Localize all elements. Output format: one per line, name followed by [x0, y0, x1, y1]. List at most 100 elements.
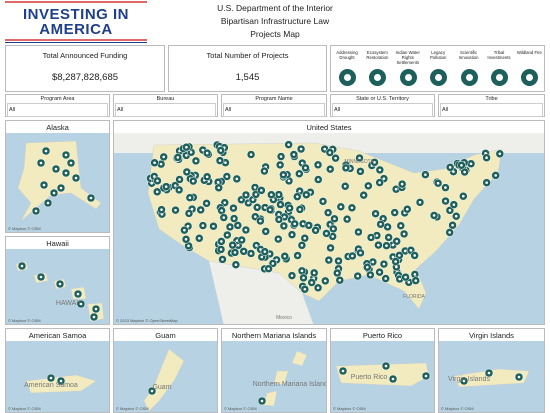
marker-icon: [461, 194, 465, 198]
marker-icon: [79, 302, 83, 306]
marker-icon: [283, 215, 286, 219]
map[interactable]: Virgin Islands © Mapbox © OSM: [439, 341, 544, 412]
filter-dropdown[interactable]: All: [440, 103, 543, 117]
filter-dropdown[interactable]: All: [115, 103, 216, 117]
marker-icon: [448, 231, 451, 234]
category-label[interactable]: Tribal Investments: [487, 50, 511, 60]
marker-icon: [260, 189, 263, 192]
marker-icon: [159, 162, 163, 166]
category-icon[interactable]: [339, 69, 356, 86]
category-icon[interactable]: [491, 69, 508, 86]
map[interactable]: Puerto Rico © Mapbox © OSM: [331, 341, 434, 412]
map[interactable]: HAWAII © Mapbox © OSM: [6, 249, 109, 324]
marker-icon: [375, 234, 379, 237]
marker-icon: [244, 228, 248, 232]
marker-icon: [378, 181, 381, 184]
marker-icon: [398, 254, 401, 257]
marker-icon: [52, 191, 56, 195]
map-attribution: © Mapbox © OSM: [333, 406, 366, 411]
marker-icon: [358, 156, 361, 160]
map[interactable]: Guam © Mapbox © OSM: [114, 341, 217, 412]
map[interactable]: MINNESOTA FLORIDA Mexico © 2023 Mapbox © Op…: [114, 133, 544, 324]
marker-icon: [267, 267, 270, 270]
marker-icon: [221, 258, 224, 261]
marker-icon: [240, 198, 243, 202]
marker-icon: [216, 180, 220, 184]
marker-icon: [402, 232, 406, 236]
map-attribution: © Mapbox © OSM: [8, 318, 41, 323]
marker-icon: [184, 237, 188, 241]
marker-icon: [395, 240, 399, 243]
marker-icon: [58, 282, 62, 286]
category-icon[interactable]: [399, 69, 417, 86]
filter: State or U.S. Territory All: [330, 94, 435, 117]
marker-icon: [299, 147, 303, 151]
filter-dropdown[interactable]: All: [223, 103, 325, 117]
marker-icon: [312, 271, 316, 275]
marker-icon: [220, 209, 223, 212]
marker-icon: [404, 275, 407, 279]
category-icon[interactable]: [369, 69, 387, 86]
category-label[interactable]: Indian Water Rights Settlements: [395, 50, 420, 65]
marker-icon: [391, 243, 395, 247]
marker-icon: [325, 232, 328, 235]
marker-icon: [276, 237, 280, 241]
marker-icon: [39, 275, 43, 279]
marker-icon: [398, 277, 401, 281]
filter-label: Program Area: [40, 96, 75, 102]
marker-icon: [236, 224, 240, 227]
marker-icon: [391, 377, 395, 381]
category-icon[interactable]: [430, 69, 448, 86]
map[interactable]: Northern Mariana Islands © Mapbox © OSM: [222, 341, 326, 412]
marker-icon: [326, 211, 330, 214]
marker-icon: [185, 170, 189, 174]
marker-icon: [335, 271, 339, 275]
page-title: Bipartisan Infrastructure Law: [220, 16, 330, 26]
marker-icon: [494, 174, 498, 177]
marker-icon: [259, 219, 262, 223]
marker-icon: [271, 262, 275, 265]
marker-icon: [173, 184, 177, 187]
category-label[interactable]: Ecosystem Restoration: [366, 50, 389, 60]
marker-icon: [177, 188, 181, 192]
marker-icon: [263, 206, 267, 209]
filter-dropdown[interactable]: All: [332, 103, 433, 117]
marker-icon: [235, 177, 239, 181]
marker-icon: [233, 251, 237, 254]
map[interactable]: American Samoa © Mapbox © OSM: [6, 341, 109, 412]
marker-icon: [224, 161, 227, 164]
marker-icon: [231, 243, 234, 247]
map-attribution: © Mapbox © OSM: [224, 406, 257, 411]
category-label[interactable]: Addressing Drought: [336, 50, 358, 60]
marker-icon: [454, 214, 458, 218]
marker-icon: [338, 278, 342, 282]
marker-icon: [418, 201, 422, 204]
marker-icon: [345, 217, 349, 221]
map[interactable]: © Mapbox © OSM: [6, 133, 109, 232]
category-label[interactable]: Legacy Pollution: [429, 50, 447, 60]
marker-icon: [377, 243, 380, 247]
category-label[interactable]: Wildland Fire: [516, 50, 542, 55]
kpi-value: 1,545: [235, 72, 260, 83]
map-panel: Puerto Rico Puerto Rico © Mapbox © OSM: [330, 328, 435, 413]
marker-icon: [462, 379, 466, 383]
marker-icon: [255, 206, 259, 209]
land: [291, 350, 308, 367]
marker-icon: [283, 254, 287, 258]
category-label[interactable]: Scientific Innovation: [458, 50, 479, 60]
category-icon[interactable]: [460, 69, 478, 86]
map-attribution: © Mapbox © OSM: [8, 406, 41, 411]
markers: [46, 373, 66, 386]
marker-icon: [268, 252, 272, 256]
marker-icon: [432, 214, 436, 217]
marker-icon: [344, 166, 348, 170]
map-label: FLORIDA: [403, 294, 425, 300]
filter-dropdown[interactable]: All: [7, 103, 108, 117]
marker-icon: [174, 208, 177, 212]
kpi-value: $8,287,828,685: [51, 72, 119, 83]
category-icon[interactable]: [521, 69, 539, 86]
marker-icon: [378, 270, 381, 274]
marker-icon: [225, 175, 229, 178]
marker-icon: [205, 175, 209, 179]
marker-icon: [393, 211, 397, 214]
